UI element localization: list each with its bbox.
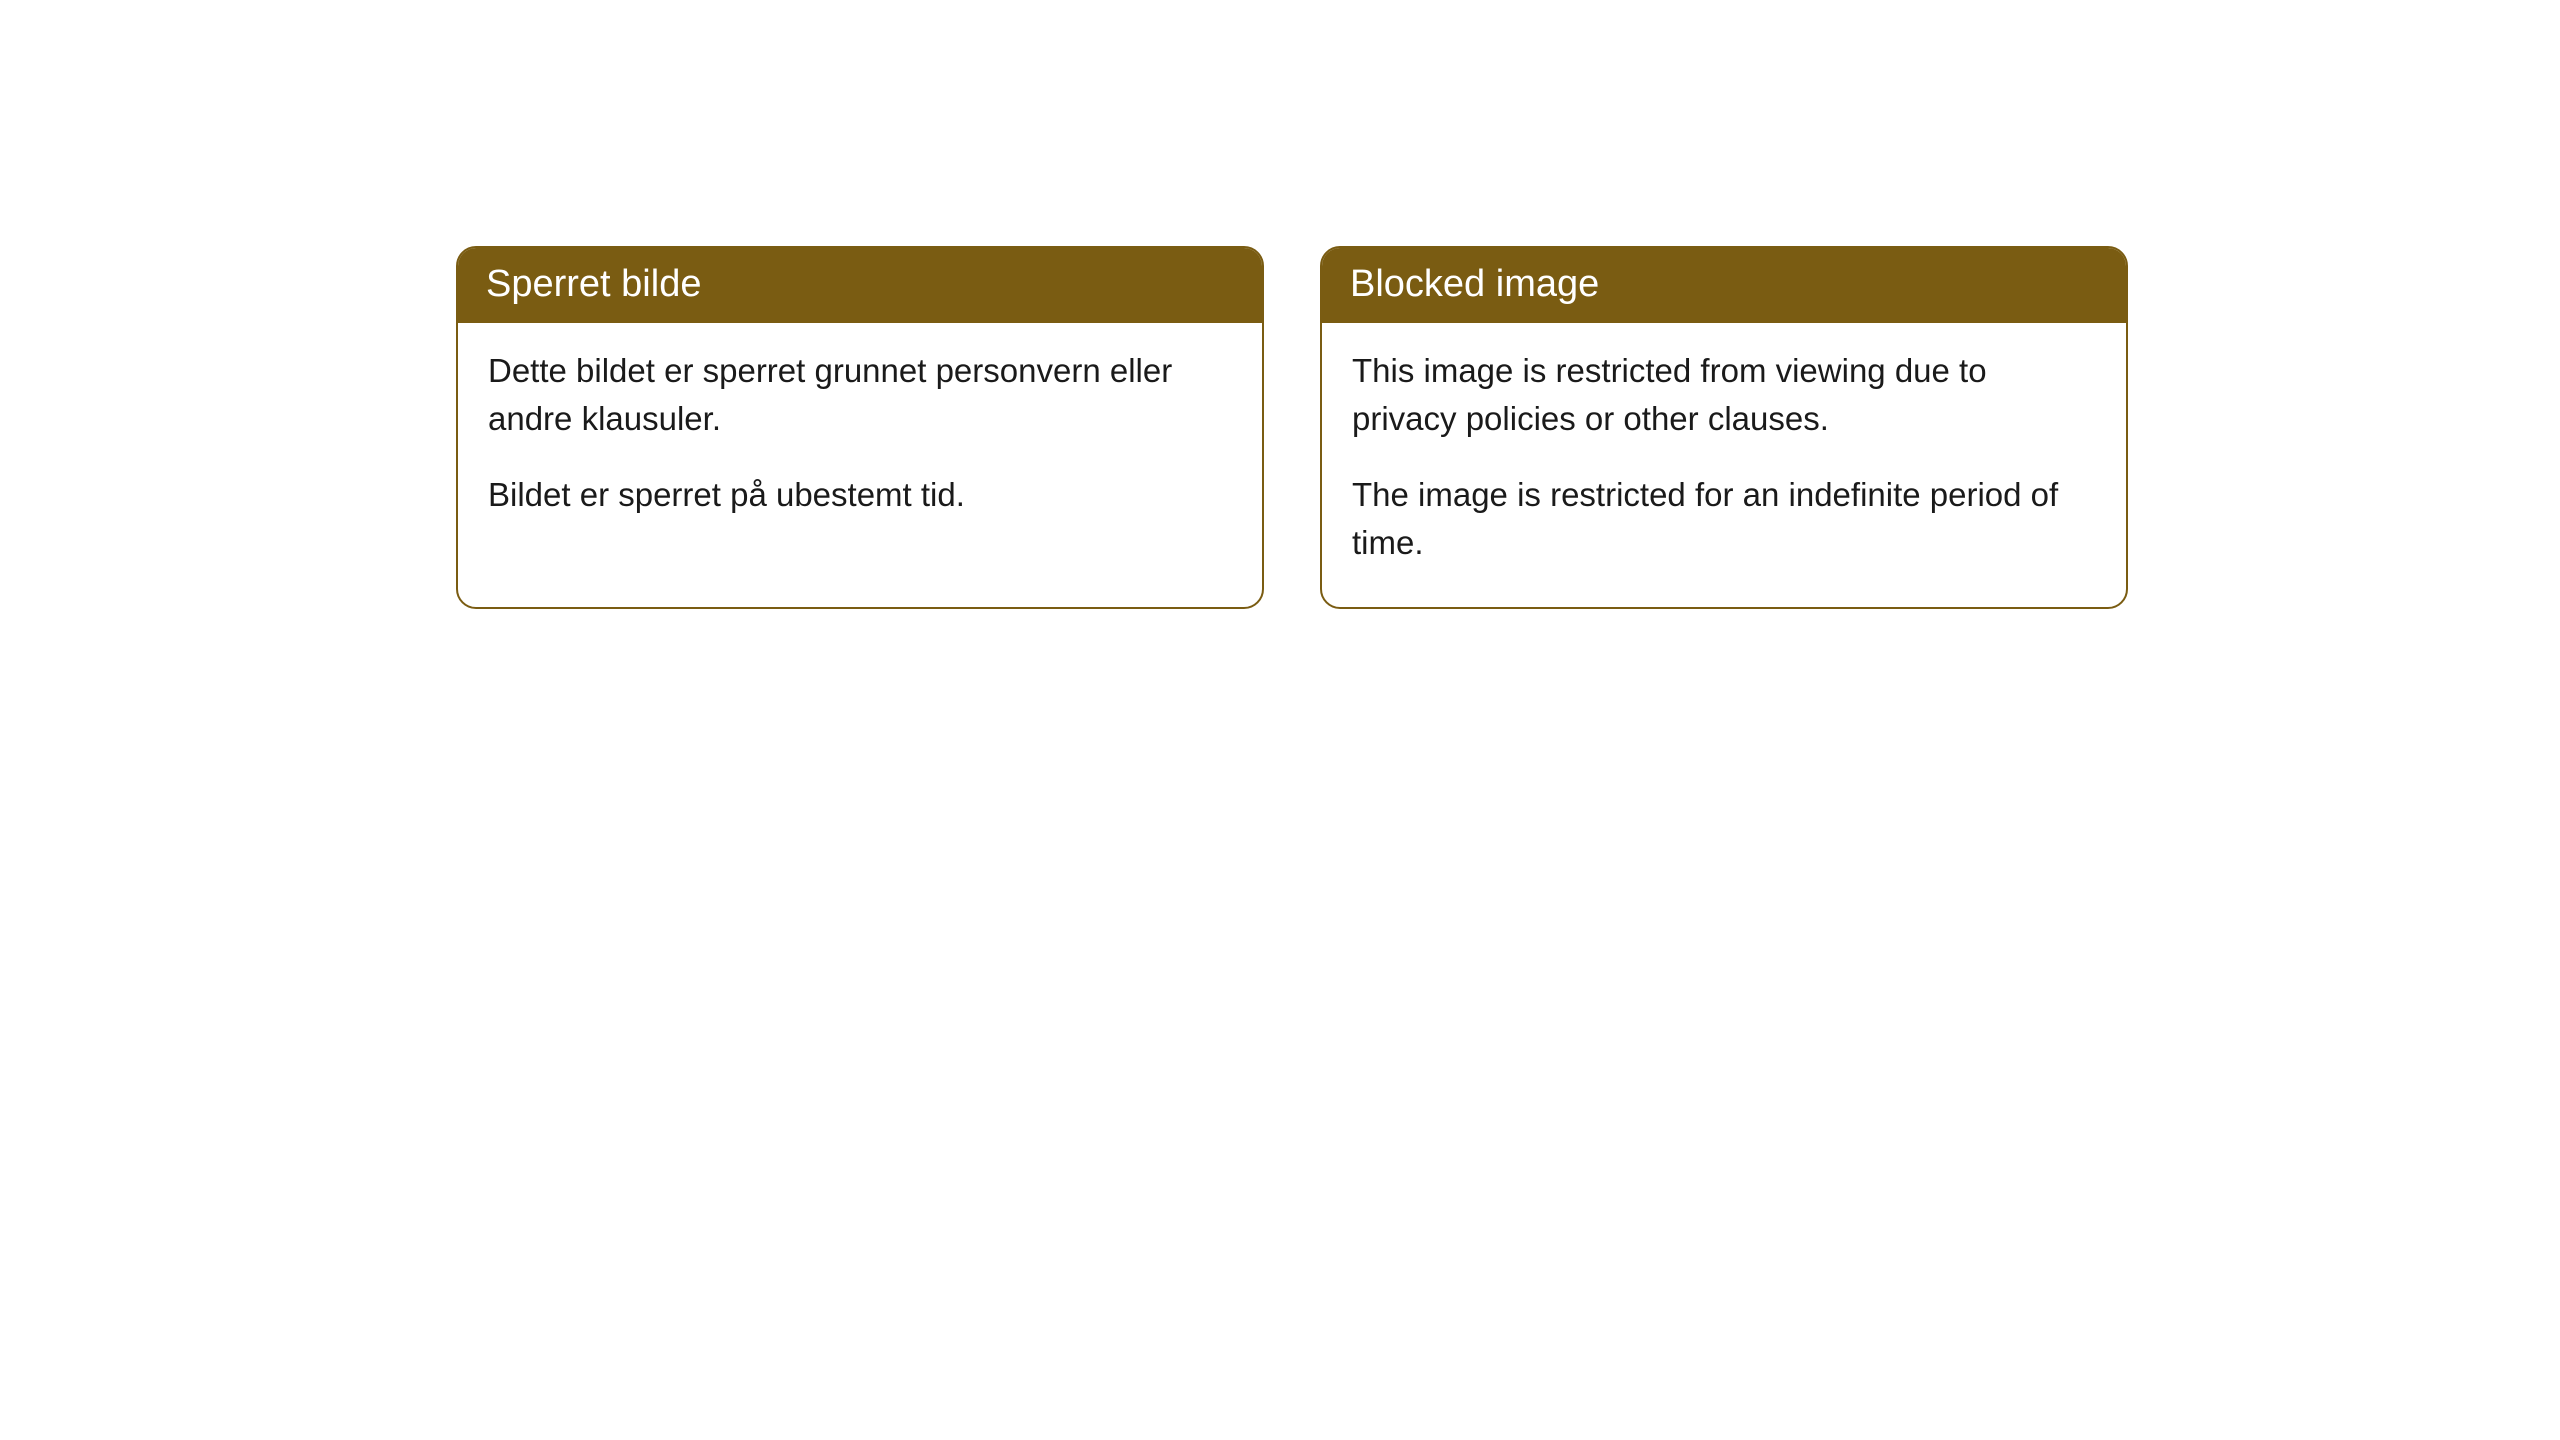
notice-card-english: Blocked image This image is restricted f… [1320,246,2128,609]
card-header: Blocked image [1322,248,2126,323]
notice-card-norwegian: Sperret bilde Dette bildet er sperret gr… [456,246,1264,609]
card-paragraph-2: The image is restricted for an indefinit… [1352,471,2096,567]
card-paragraph-2: Bildet er sperret på ubestemt tid. [488,471,1232,519]
notice-container: Sperret bilde Dette bildet er sperret gr… [0,0,2560,609]
card-title: Sperret bilde [486,263,701,305]
card-body: This image is restricted from viewing du… [1322,323,2126,606]
card-body: Dette bildet er sperret grunnet personve… [458,323,1262,559]
card-paragraph-1: Dette bildet er sperret grunnet personve… [488,347,1232,443]
card-title: Blocked image [1350,263,1599,305]
card-paragraph-1: This image is restricted from viewing du… [1352,347,2096,443]
card-header: Sperret bilde [458,248,1262,323]
